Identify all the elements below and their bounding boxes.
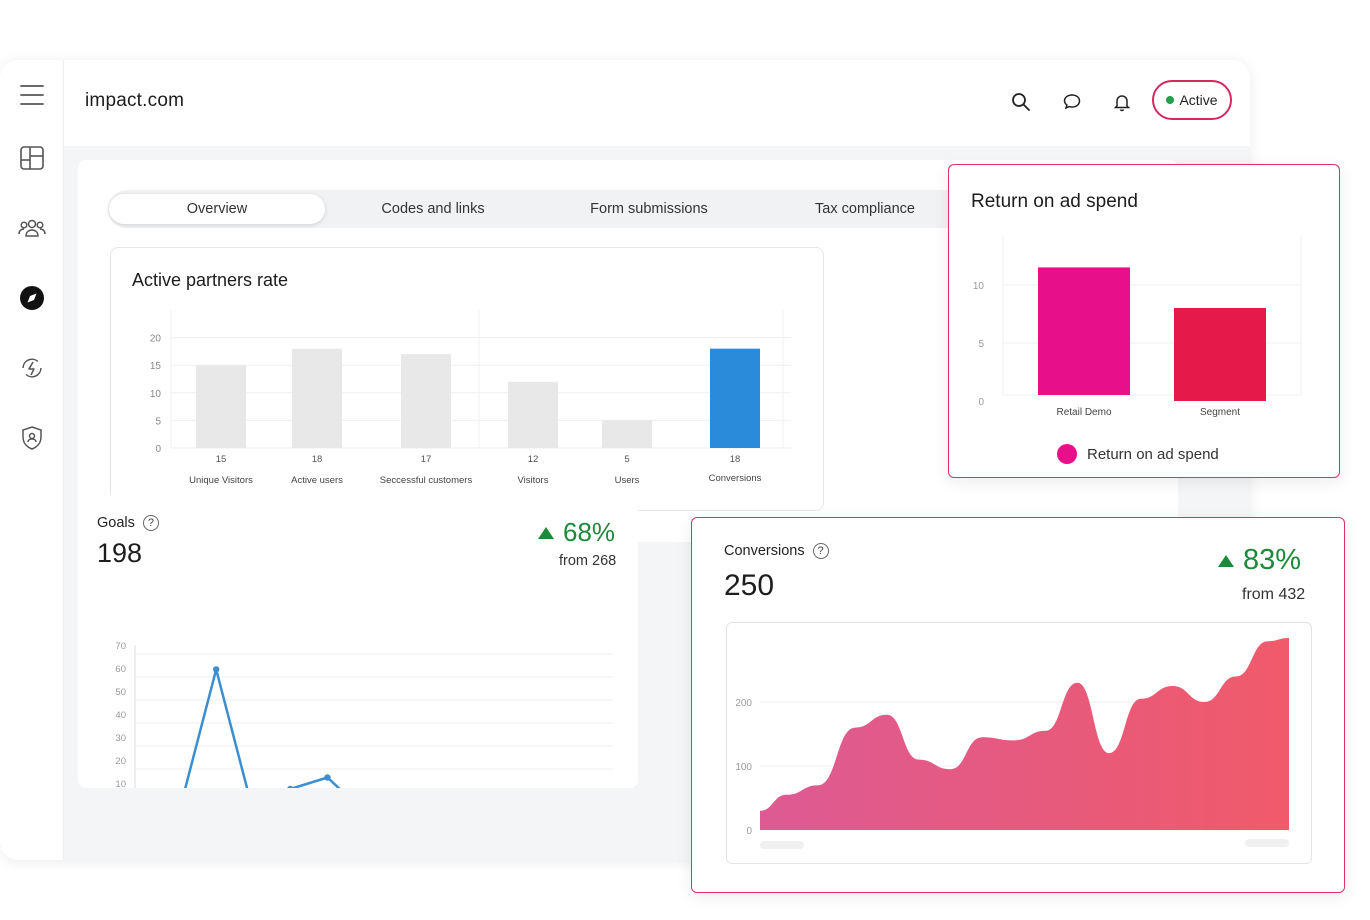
status-dot <box>1166 96 1175 104</box>
area-series <box>760 638 1289 830</box>
bar-value-label: 15 <box>216 454 227 465</box>
legend-label: Return on ad spend <box>1087 445 1219 463</box>
roas-title: Return on ad spend <box>971 191 1138 212</box>
bar <box>602 420 652 448</box>
category-label: Retail Demo <box>1056 407 1111 418</box>
y-tick-label: 20 <box>150 334 162 345</box>
tab-tax-compliance[interactable]: Tax compliance <box>815 201 915 217</box>
conversions-from: from 432 <box>1242 586 1306 603</box>
x-tick-placeholder <box>1245 839 1289 847</box>
shield-icon[interactable] <box>16 422 48 454</box>
y-tick-label: 30 <box>115 733 126 744</box>
conversions-delta-value: 83% <box>1243 544 1302 576</box>
category-label: Unique Visitors <box>189 475 253 486</box>
y-tick-label: 10 <box>973 281 985 292</box>
sidebar <box>0 60 64 860</box>
arrow-up-icon <box>1218 554 1234 567</box>
category-label: Conversions <box>709 473 762 484</box>
conversions-value: 250 <box>724 569 775 602</box>
y-tick-label: 5 <box>155 416 161 427</box>
bar-value-label: 18 <box>312 454 323 465</box>
team-icon[interactable] <box>16 212 48 244</box>
status-button[interactable]: Active <box>1152 80 1232 120</box>
y-tick-label: 20 <box>115 756 126 767</box>
bar <box>401 354 451 448</box>
search-icon[interactable] <box>1006 87 1036 117</box>
goals-label-text: Goals <box>97 515 135 531</box>
bar <box>1174 308 1266 401</box>
conversions-card: Conversions ? 250 83% from 432 0 100 200 <box>691 517 1345 893</box>
y-tick-label: 200 <box>735 698 752 709</box>
compass-icon[interactable] <box>16 282 48 314</box>
legend-swatch <box>1057 444 1077 464</box>
active-partners-title: Active partners rate <box>132 270 289 290</box>
active-partners-chart: 0 5 10 15 20 15 Unique Visitors 18 Active users 1… <box>150 310 791 486</box>
bar <box>1038 267 1130 395</box>
y-tick-label: 10 <box>115 779 126 788</box>
y-tick-label: 50 <box>115 687 126 698</box>
conversions-label: Conversions ? <box>724 543 829 559</box>
data-point <box>287 785 294 788</box>
tab-form-submissions[interactable]: Form submissions <box>590 201 708 217</box>
roas-card: Return on ad spend 0 5 10 Retail Demo Segmen… <box>948 164 1340 478</box>
y-tick-label: 0 <box>978 397 984 408</box>
conversions-delta: 83% <box>1218 544 1301 577</box>
data-point <box>212 666 220 673</box>
goals-help-icon[interactable]: ? <box>142 515 159 531</box>
status-label: Active <box>1179 92 1218 108</box>
roas-chart: 0 5 10 Retail Demo Segment <box>973 237 1302 418</box>
category-label: Active users <box>291 475 343 486</box>
bar-value-label: 12 <box>528 454 539 465</box>
bar-value-label: 17 <box>421 454 432 465</box>
lightning-icon[interactable] <box>16 352 48 384</box>
goals-chart: 010203040506070May 5 - May 6Oct 22 - Jan… <box>115 641 613 788</box>
bar-value-label: 5 <box>624 454 629 465</box>
y-tick-label: 100 <box>735 762 752 773</box>
bar <box>508 381 558 448</box>
bar-value-label: 18 <box>730 454 741 465</box>
arrow-up-icon <box>538 526 554 539</box>
x-tick-placeholder <box>760 841 804 849</box>
bell-icon[interactable] <box>1107 87 1137 117</box>
y-tick-label: 0 <box>746 826 752 837</box>
bar <box>292 348 342 448</box>
y-tick-label: 15 <box>150 361 162 372</box>
chat-icon[interactable] <box>1057 87 1087 117</box>
y-tick-label: 70 <box>115 641 126 652</box>
goals-from: from 268 <box>559 553 617 569</box>
y-tick-label: 60 <box>115 664 126 675</box>
tab-overview[interactable]: Overview <box>109 194 325 224</box>
goals-delta: 68% <box>538 517 615 548</box>
y-tick-label: 10 <box>150 389 162 400</box>
goals-label: Goals ? <box>97 515 159 531</box>
tab-bar: Overview Codes and links Form submission… <box>108 190 978 228</box>
y-tick-label: 40 <box>115 710 126 721</box>
conversions-chart-frame: 0 100 200 <box>726 622 1312 864</box>
bar <box>710 348 760 448</box>
goals-value: 198 <box>97 538 143 568</box>
conversions-chart: 0 100 200 <box>735 638 1289 849</box>
menu-icon[interactable] <box>16 79 48 111</box>
y-tick-label: 0 <box>155 444 161 455</box>
y-tick-label: 5 <box>978 339 984 350</box>
conversions-label-text: Conversions <box>724 543 805 559</box>
conversions-help-icon[interactable]: ? <box>812 543 829 559</box>
goals-card: Goals ? 198 68% from 268 010203040506070… <box>78 494 638 788</box>
category-label: Segment <box>1200 407 1240 418</box>
category-label: Users <box>615 475 640 486</box>
tab-codes-and-links[interactable]: Codes and links <box>381 201 485 217</box>
roas-legend: Return on ad spend <box>1057 444 1219 464</box>
data-point <box>324 774 331 781</box>
goals-delta-value: 68% <box>563 517 616 547</box>
category-label: Visitors <box>518 475 549 486</box>
active-partners-card: Active partners rate 0 5 10 15 20 15 Unique Vi… <box>110 247 824 511</box>
category-label: Seccessful customers <box>380 475 473 486</box>
brand-name: impact.com <box>85 90 185 111</box>
bar <box>196 365 246 448</box>
top-bar: impact.com Active <box>64 60 1250 146</box>
series-line <box>184 668 341 788</box>
layout-icon[interactable] <box>16 142 48 174</box>
